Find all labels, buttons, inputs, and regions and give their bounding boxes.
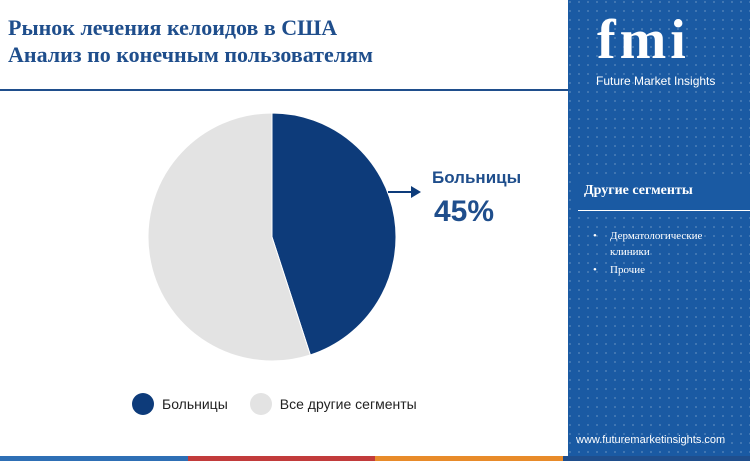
sidebar: fmi Future Market Insights Другие сегмен… — [568, 0, 750, 461]
list-item: • Дерматологические клиники — [590, 228, 730, 260]
segment-label: Прочие — [610, 264, 645, 276]
page-title: Рынок лечения келоидов в США Анализ по к… — [8, 14, 373, 68]
legend-label-other: Все другие сегменты — [279, 396, 417, 412]
segments-header — [578, 180, 750, 211]
callout-value: 45% — [434, 195, 495, 228]
title-line-2: Анализ по конечным пользователям — [8, 42, 373, 67]
logo-caption: Future Market Insights — [596, 74, 716, 88]
title-divider — [0, 89, 568, 91]
pie-slice-other — [147, 112, 311, 362]
callout-arrow — [388, 186, 421, 198]
bullet-icon: • — [593, 264, 597, 276]
website-link[interactable]: www.futuremarketinsights.com — [576, 434, 726, 446]
legend-item-hospitals: Больницы — [132, 393, 228, 415]
legend-swatch-hospitals — [132, 393, 154, 415]
segments-list: • Дерматологические клиники • Прочие — [590, 228, 730, 280]
bottom-color-bar — [0, 456, 750, 461]
dot-pattern — [568, 0, 750, 461]
title-line-1: Рынок лечения келоидов в США — [8, 15, 338, 40]
segment-label: Дерматологические клиники — [610, 230, 703, 258]
legend-item-other: Все другие сегменты — [249, 393, 417, 415]
logo-wordmark: fmi — [597, 9, 690, 71]
pie-slice-hospitals — [271, 112, 397, 356]
bullet-icon: • — [593, 230, 597, 242]
pie-chart — [147, 112, 421, 362]
chart-legend: Больницы Все другие сегменты — [132, 393, 439, 415]
bottom-bar-segment — [562, 456, 750, 461]
callout-label: Больницы — [432, 168, 522, 187]
legend-swatch-other — [249, 393, 272, 415]
list-item: • Прочие — [590, 262, 730, 278]
bottom-bar-segment — [187, 456, 375, 461]
bottom-bar-segment — [375, 456, 563, 461]
legend-label-hospitals: Больницы — [162, 396, 228, 412]
bottom-bar-segment — [0, 456, 188, 461]
segments-title: Другие сегменты — [584, 183, 693, 198]
fmi-logo: fmi Future Market Insights — [580, 8, 740, 88]
